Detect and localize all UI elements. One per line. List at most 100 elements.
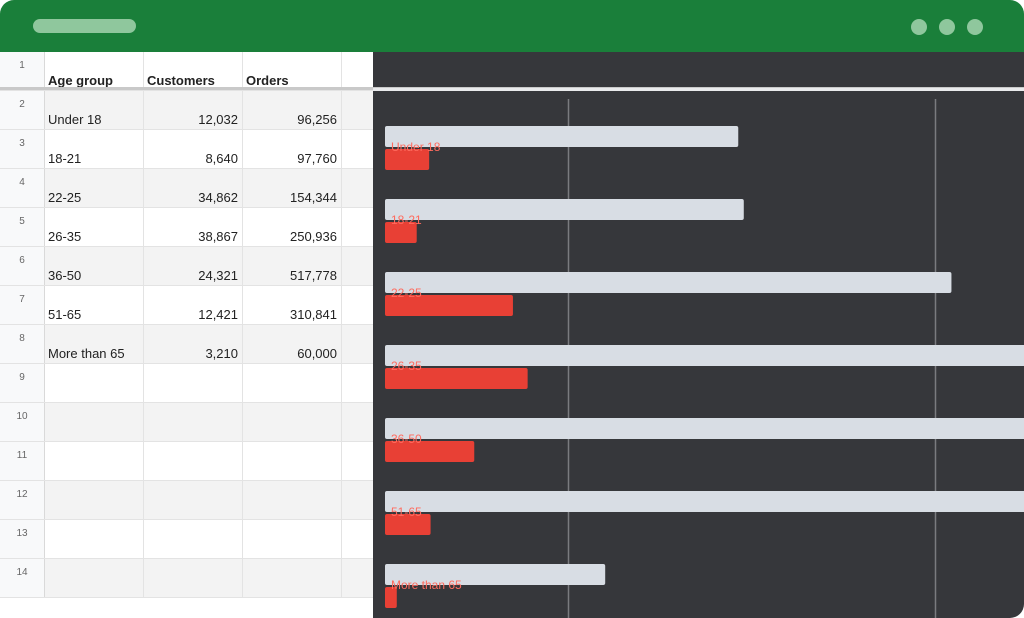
table-row: 2 Under 18 12,032 96,256 xyxy=(0,91,373,130)
bar-category-label: More than 65 xyxy=(391,578,462,592)
orders-cell[interactable] xyxy=(243,520,342,558)
empty-cell[interactable] xyxy=(342,520,373,558)
empty-cell[interactable] xyxy=(342,247,373,285)
empty-cell[interactable] xyxy=(342,364,373,402)
customers-cell[interactable]: 38,867 xyxy=(144,208,243,246)
table-row: 5 26-35 38,867 250,936 xyxy=(0,208,373,247)
customers-cell[interactable]: 12,421 xyxy=(144,286,243,324)
customers-bar[interactable] xyxy=(385,149,430,170)
age-group-cell[interactable]: 26-35 xyxy=(45,208,144,246)
customers-bar[interactable] xyxy=(385,368,528,389)
orders-bar[interactable] xyxy=(385,126,739,147)
age-group-cell[interactable]: 18-21 xyxy=(45,130,144,168)
bar-category-label: 22-25 xyxy=(391,286,422,300)
orders-cell[interactable]: 517,778 xyxy=(243,247,342,285)
orders-bar[interactable] xyxy=(385,199,744,220)
window-control-dot[interactable] xyxy=(939,19,955,35)
bar-category-label: Under 18 xyxy=(391,140,441,154)
age-group-cell[interactable]: 22-25 xyxy=(45,169,144,207)
empty-cell[interactable] xyxy=(342,403,373,441)
customers-cell[interactable] xyxy=(144,364,243,402)
orders-bar[interactable] xyxy=(385,418,1024,439)
row-number: 7 xyxy=(0,286,45,324)
customers-cell[interactable]: 24,321 xyxy=(144,247,243,285)
customers-bar[interactable] xyxy=(385,587,397,608)
customers-cell[interactable]: 12,032 xyxy=(144,91,243,129)
table-row: 14 xyxy=(0,559,373,598)
customers-cell[interactable] xyxy=(144,520,243,558)
customers-bar[interactable] xyxy=(385,514,431,535)
orders-bar[interactable] xyxy=(385,272,952,293)
orders-cell[interactable]: 250,936 xyxy=(243,208,342,246)
orders-cell[interactable] xyxy=(243,364,342,402)
header-cell-age-group[interactable]: Age group xyxy=(45,52,144,90)
empty-cell[interactable] xyxy=(342,286,373,324)
orders-cell[interactable]: 60,000 xyxy=(243,325,342,363)
row-number: 13 xyxy=(0,520,45,558)
age-group-cell[interactable] xyxy=(45,403,144,441)
customers-cell[interactable]: 3,210 xyxy=(144,325,243,363)
chart-header-divider xyxy=(373,88,1024,91)
customers-cell[interactable] xyxy=(144,442,243,480)
orders-cell[interactable]: 97,760 xyxy=(243,130,342,168)
customers-cell[interactable]: 34,862 xyxy=(144,169,243,207)
customers-bar[interactable] xyxy=(385,441,475,462)
orders-bar[interactable] xyxy=(385,491,1024,512)
header-cell-orders[interactable]: Orders xyxy=(243,52,342,90)
row-number: 5 xyxy=(0,208,45,246)
age-group-cell[interactable] xyxy=(45,520,144,558)
age-group-cell[interactable] xyxy=(45,559,144,597)
window-control-dot[interactable] xyxy=(967,19,983,35)
age-group-cell[interactable]: More than 65 xyxy=(45,325,144,363)
orders-cell[interactable] xyxy=(243,442,342,480)
customers-cell[interactable] xyxy=(144,559,243,597)
empty-cell[interactable] xyxy=(342,559,373,597)
empty-cell[interactable] xyxy=(342,208,373,246)
age-group-cell[interactable] xyxy=(45,481,144,519)
empty-cell[interactable] xyxy=(342,52,373,90)
age-group-cell[interactable] xyxy=(45,364,144,402)
table-row: 11 xyxy=(0,442,373,481)
empty-cell[interactable] xyxy=(342,325,373,363)
table-row: 4 22-25 34,862 154,344 xyxy=(0,169,373,208)
customers-cell[interactable]: 8,640 xyxy=(144,130,243,168)
empty-cell[interactable] xyxy=(342,169,373,207)
orders-cell[interactable] xyxy=(243,481,342,519)
customers-bar[interactable] xyxy=(385,295,513,316)
bar-category-label: 18-21 xyxy=(391,213,422,227)
orders-cell[interactable]: 310,841 xyxy=(243,286,342,324)
header-row: 1 Age group Customers Orders xyxy=(0,52,373,91)
orders-cell[interactable]: 96,256 xyxy=(243,91,342,129)
table-row: 13 xyxy=(0,520,373,559)
row-number: 8 xyxy=(0,325,45,363)
orders-cell[interactable] xyxy=(243,559,342,597)
age-group-cell[interactable]: 51-65 xyxy=(45,286,144,324)
row-number: 14 xyxy=(0,559,45,597)
age-group-cell[interactable] xyxy=(45,442,144,480)
age-group-cell[interactable]: 36-50 xyxy=(45,247,144,285)
window-control-dot[interactable] xyxy=(911,19,927,35)
bar-category-label: 26-35 xyxy=(391,359,422,373)
table-row: 3 18-21 8,640 97,760 xyxy=(0,130,373,169)
customers-cell[interactable] xyxy=(144,403,243,441)
empty-cell[interactable] xyxy=(342,442,373,480)
customers-bar[interactable] xyxy=(385,222,417,243)
orders-cell[interactable] xyxy=(243,403,342,441)
orders-bar[interactable] xyxy=(385,564,606,585)
customers-cell[interactable] xyxy=(144,481,243,519)
header-cell-customers[interactable]: Customers xyxy=(144,52,243,90)
orders-cell[interactable]: 154,344 xyxy=(243,169,342,207)
empty-cell[interactable] xyxy=(342,481,373,519)
row-number: 6 xyxy=(0,247,45,285)
spreadsheet: 1 Age group Customers Orders 2 Under 18 12… xyxy=(0,52,373,618)
orders-bar[interactable] xyxy=(385,345,1024,366)
table-row: 10 xyxy=(0,403,373,442)
empty-cell[interactable] xyxy=(342,91,373,129)
row-number: 1 xyxy=(0,52,45,90)
bar-category-label: 51-65 xyxy=(391,505,422,519)
title-bar xyxy=(0,0,1024,52)
row-number: 2 xyxy=(0,91,45,129)
age-group-cell[interactable]: Under 18 xyxy=(45,91,144,129)
empty-cell[interactable] xyxy=(342,130,373,168)
